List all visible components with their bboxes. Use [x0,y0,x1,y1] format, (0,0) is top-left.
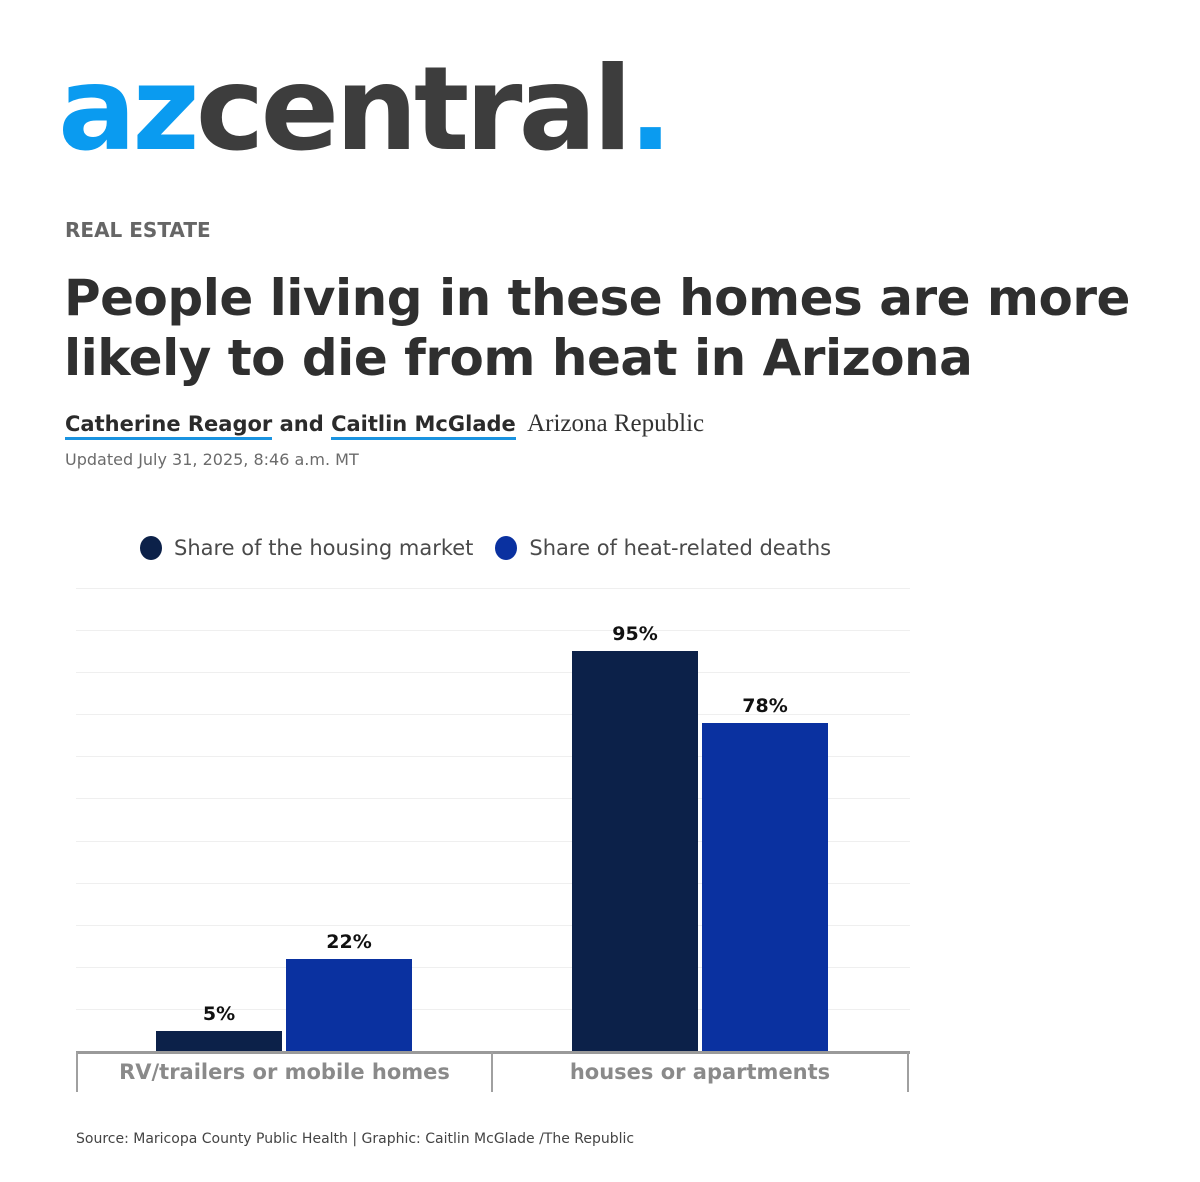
gridline [76,630,910,631]
gridline [76,798,910,799]
bar-value-label: 22% [326,931,372,954]
article-headline: People living in these homes are more li… [64,269,1130,387]
bar-rv-heat-deaths[interactable] [286,959,412,1052]
legend-item-heat-deaths: Share of heat-related deaths [495,536,831,560]
bar-houses-housing-market[interactable] [572,651,698,1052]
logo-az: az [58,42,200,177]
bar-value-label: 5% [202,1002,236,1025]
bar-rv-housing-market[interactable] [156,1030,282,1052]
x-axis-category-label: houses or apartments [569,1060,831,1084]
x-axis-line [76,1051,910,1054]
author-joiner: and [279,412,324,436]
legend-item-housing-market: Share of the housing market [140,536,473,560]
logo-dot: . [628,42,673,177]
x-axis-divider [76,1052,78,1092]
gridline [76,841,910,842]
x-axis-category-label: RV/trailers or mobile homes [119,1060,450,1084]
bar-houses-heat-deaths[interactable] [702,722,828,1052]
legend-label: Share of the housing market [174,536,474,560]
section-label[interactable]: REAL ESTATE [65,218,211,242]
gridline [76,756,910,757]
bar-chart: 5% 22% 95% 78% [76,588,910,1052]
legend-label: Share of heat-related deaths [529,536,832,560]
author-link[interactable]: Catherine Reagor [65,412,273,440]
gridline [76,925,910,926]
gridline [76,1009,910,1010]
gridline [76,714,910,715]
chart-legend: Share of the housing market Share of hea… [140,536,853,560]
author-link[interactable]: Caitlin McGlade [331,412,516,440]
x-axis-divider [907,1052,909,1092]
gridline [76,967,910,968]
byline: Catherine Reagor and Caitlin McGlade Ari… [65,410,705,440]
azcentral-logo[interactable]: azcentral. [58,52,673,168]
logo-central: central [195,42,633,177]
bar-value-label: 78% [742,694,788,717]
x-axis-divider [491,1052,493,1092]
updated-timestamp: Updated July 31, 2025, 8:46 a.m. MT [65,450,359,469]
legend-swatch-icon [140,536,162,560]
bar-value-label: 95% [612,623,658,646]
gridline [76,883,910,884]
legend-swatch-icon [495,536,518,560]
publication-name: Arizona Republic [527,410,705,437]
gridline [76,588,910,589]
source-credit: Source: Maricopa County Public Health | … [76,1131,635,1147]
gridline [76,672,910,673]
